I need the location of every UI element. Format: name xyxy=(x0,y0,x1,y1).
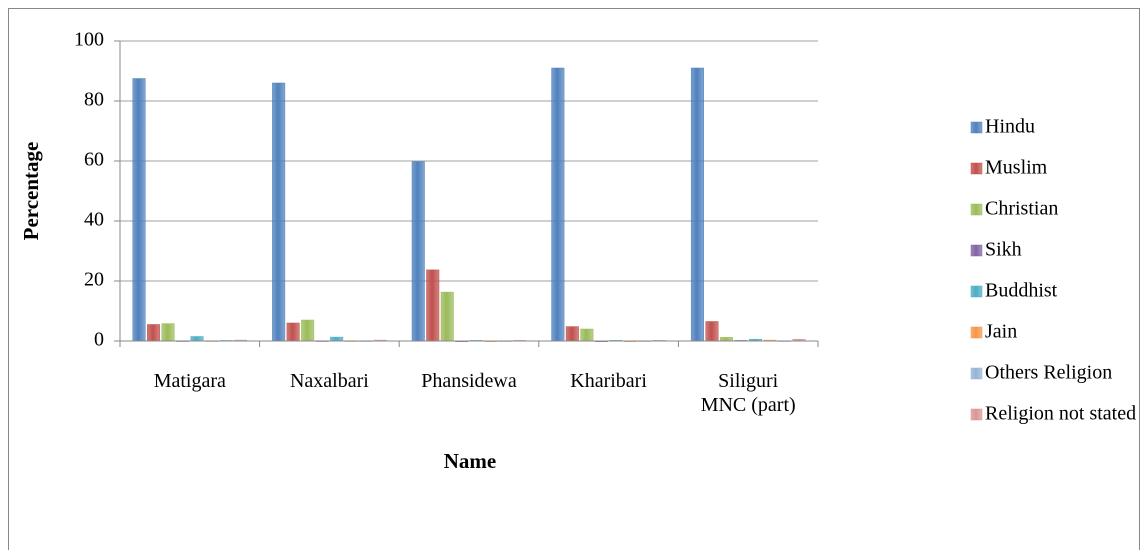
legend-swatch xyxy=(970,285,983,298)
bar xyxy=(272,82,286,342)
legend-swatch xyxy=(970,121,983,134)
bar xyxy=(690,67,704,342)
y-tick-label: 20 xyxy=(84,269,104,291)
legend-label: Religion not stated xyxy=(985,403,1136,425)
chart-frame xyxy=(8,8,1140,550)
legend-label: Christian xyxy=(985,198,1058,220)
legend-swatch xyxy=(970,203,983,216)
bar xyxy=(565,326,579,342)
legend-label: Sikh xyxy=(985,239,1022,261)
legend-swatch xyxy=(970,244,983,257)
x-tick-label: Siliguri MNC (part) xyxy=(700,370,796,416)
legend-swatch xyxy=(970,326,983,339)
y-tick-label: 40 xyxy=(84,209,104,231)
bar xyxy=(719,337,733,342)
y-tick-label: 60 xyxy=(84,149,104,171)
bar xyxy=(301,319,315,342)
bar xyxy=(411,161,425,342)
legend-swatch xyxy=(970,367,983,380)
bar xyxy=(705,321,719,342)
bar xyxy=(551,67,565,342)
bar xyxy=(161,323,175,342)
bar xyxy=(440,291,454,342)
legend-label: Muslim xyxy=(985,157,1048,179)
x-tick-label: Naxalbari xyxy=(289,370,369,392)
y-tick-label: 100 xyxy=(74,29,104,51)
legend-label: Buddhist xyxy=(985,280,1058,302)
legend-swatch xyxy=(970,408,983,421)
bar xyxy=(580,328,594,342)
y-tick-label: 0 xyxy=(94,329,104,351)
legend-swatch xyxy=(970,162,983,175)
bar xyxy=(426,269,440,342)
bar xyxy=(286,322,300,342)
bar xyxy=(147,324,161,342)
legend-label: Others Religion xyxy=(985,362,1112,384)
bar xyxy=(190,336,204,342)
x-tick-label: Kharibari xyxy=(570,370,647,392)
x-tick-label: Matigara xyxy=(153,370,226,392)
legend-label: Jain xyxy=(985,321,1017,343)
y-axis-title: Percentage xyxy=(19,142,43,241)
bar xyxy=(330,336,344,342)
x-axis-title: Name xyxy=(444,449,496,473)
legend-label: Hindu xyxy=(985,116,1035,138)
bar xyxy=(132,78,146,342)
y-tick-label: 80 xyxy=(84,89,104,111)
x-tick-label: Phansidewa xyxy=(421,370,517,392)
